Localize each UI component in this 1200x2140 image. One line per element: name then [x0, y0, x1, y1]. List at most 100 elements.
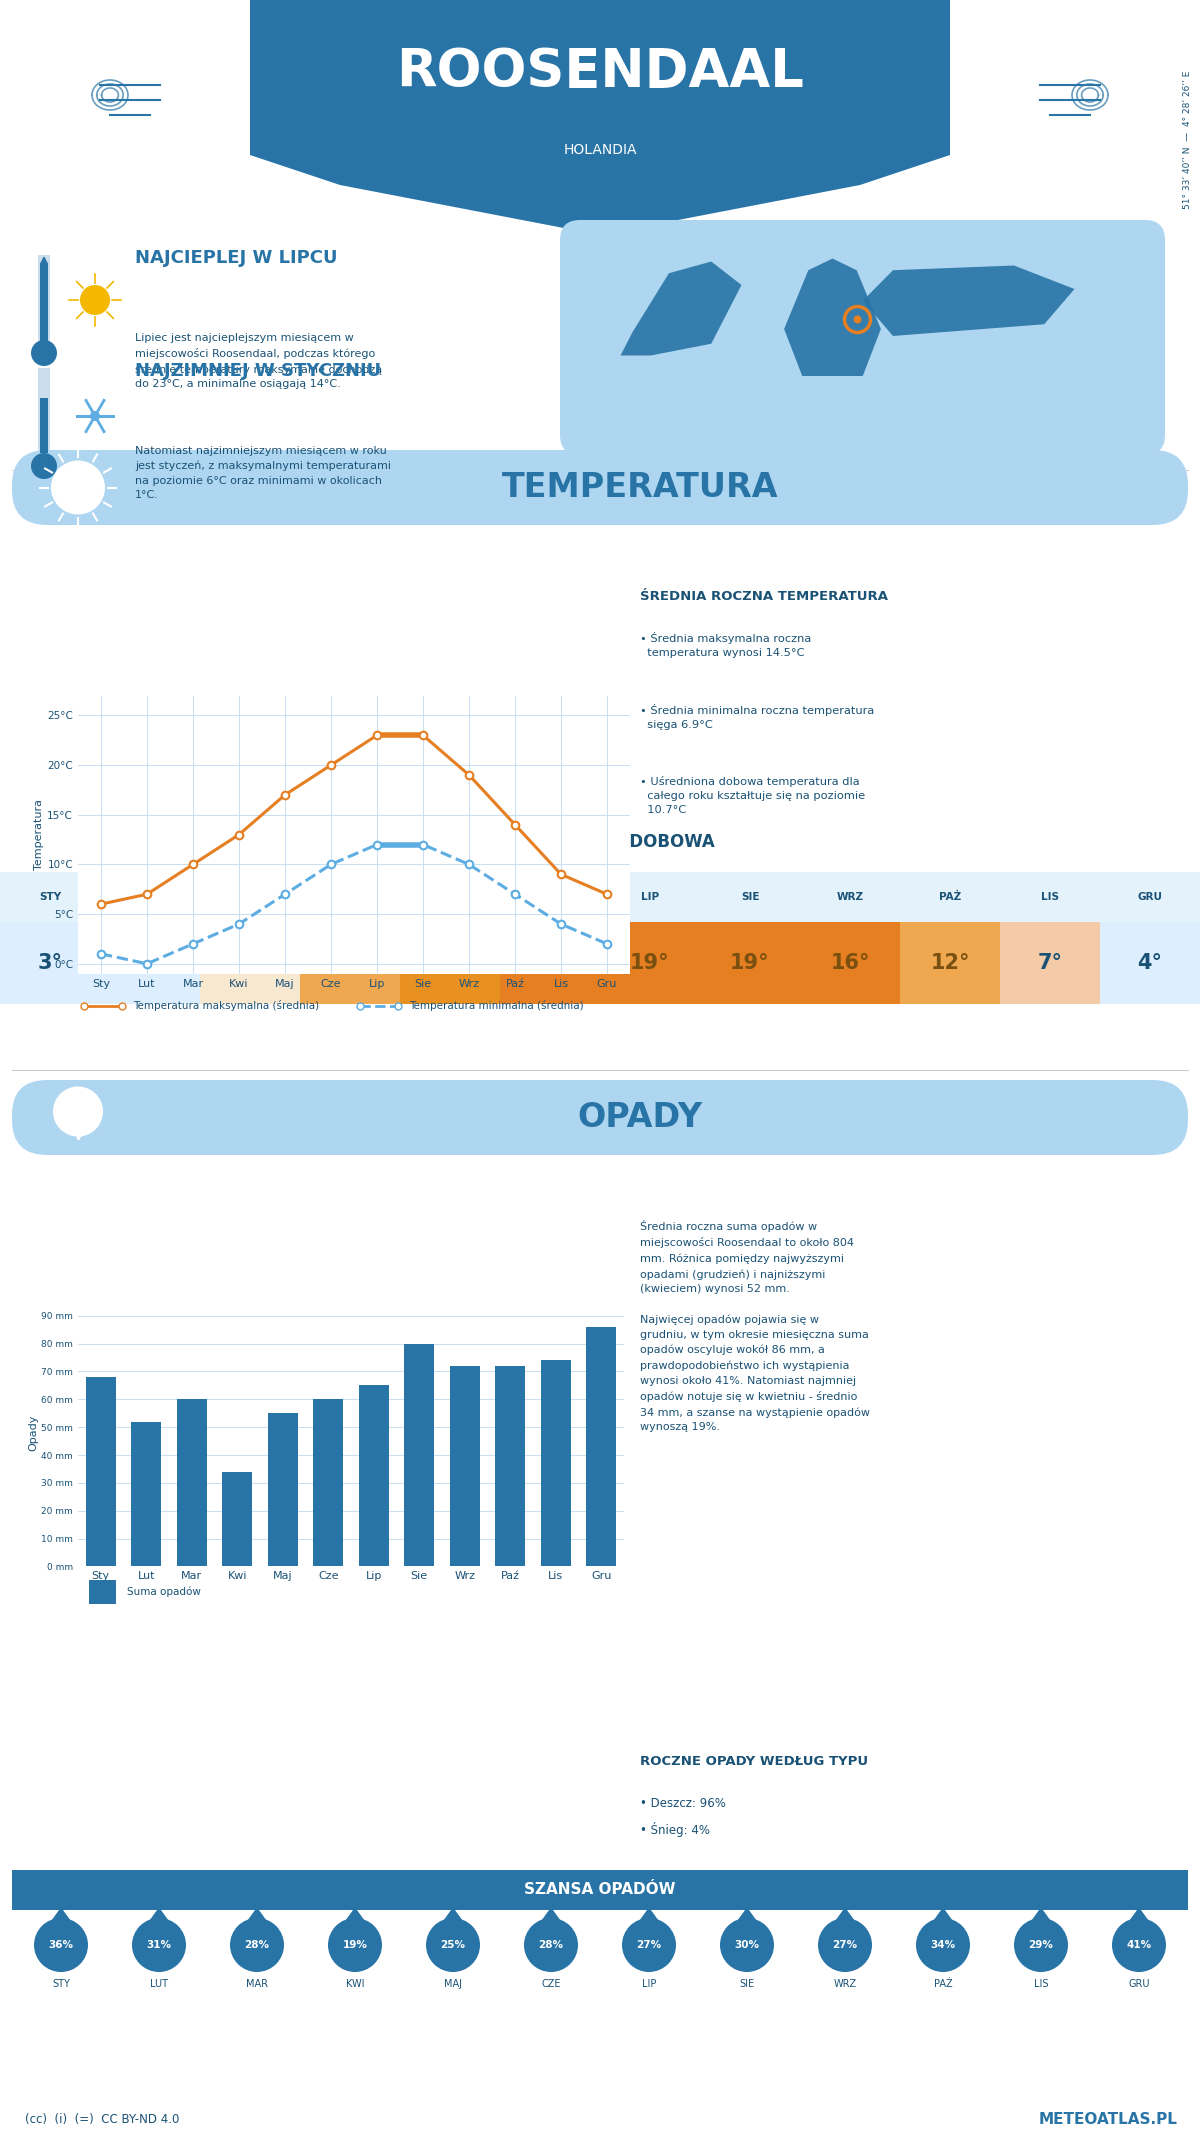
- Text: 16°: 16°: [530, 952, 570, 974]
- Bar: [176, 1400, 206, 1566]
- FancyBboxPatch shape: [12, 449, 1188, 524]
- Text: 13°: 13°: [431, 952, 469, 974]
- Text: 27%: 27%: [636, 1941, 661, 1950]
- Text: WRZ: WRZ: [836, 892, 864, 901]
- Circle shape: [31, 454, 58, 479]
- Text: LUT: LUT: [139, 892, 161, 901]
- Polygon shape: [1112, 1907, 1166, 1945]
- Bar: [1100, 871, 1200, 922]
- Circle shape: [328, 1917, 382, 1971]
- Text: KWI: KWI: [338, 892, 361, 901]
- Text: NAJCIEPLEJ W LIPCU: NAJCIEPLEJ W LIPCU: [134, 248, 337, 268]
- Polygon shape: [863, 265, 1074, 336]
- Bar: [300, 922, 400, 1004]
- Circle shape: [818, 1917, 872, 1971]
- Bar: [1000, 871, 1100, 922]
- Bar: [400, 922, 500, 1004]
- Text: PAŻ: PAŻ: [934, 1980, 953, 1988]
- Polygon shape: [620, 261, 742, 355]
- Polygon shape: [230, 1907, 284, 1945]
- Text: Lipiec jest najcieplejszym miesiącem w
miejscowości Roosendaal, podczas którego
: Lipiec jest najcieplejszym miesiącem w m…: [134, 334, 383, 389]
- Text: 41%: 41%: [1127, 1941, 1152, 1950]
- Polygon shape: [328, 1907, 382, 1945]
- Bar: [0, 922, 100, 1004]
- Text: LUT: LUT: [150, 1980, 168, 1988]
- Circle shape: [132, 1917, 186, 1971]
- Text: 28%: 28%: [539, 1941, 564, 1950]
- Bar: [450, 1365, 480, 1566]
- Polygon shape: [524, 1907, 578, 1945]
- Text: LIS: LIS: [1042, 892, 1060, 901]
- Bar: [86, 1376, 115, 1566]
- Bar: [587, 1327, 616, 1566]
- Circle shape: [54, 1087, 102, 1136]
- Polygon shape: [622, 1907, 676, 1945]
- Text: 3°: 3°: [37, 952, 62, 974]
- Text: 36%: 36%: [48, 1941, 73, 1950]
- Text: • Uśredniona dobowa temperatura dla
  całego roku kształtuje się na poziomie
  1: • Uśredniona dobowa temperatura dla całe…: [640, 777, 865, 815]
- Bar: [222, 1472, 252, 1566]
- Text: LIP: LIP: [641, 892, 659, 901]
- Text: 7°: 7°: [1038, 952, 1062, 974]
- Circle shape: [853, 315, 862, 323]
- Bar: [800, 922, 900, 1004]
- Bar: [900, 871, 1000, 922]
- Text: TEMPERATURA: TEMPERATURA: [502, 471, 779, 505]
- FancyBboxPatch shape: [12, 1081, 1188, 1156]
- Bar: [38, 255, 50, 351]
- Bar: [700, 922, 800, 1004]
- Circle shape: [916, 1917, 970, 1971]
- Text: Natomiast najzimniejszym miesiącem w roku
jest styczeń, z maksymalnymi temperatu: Natomiast najzimniejszym miesiącem w rok…: [134, 445, 391, 501]
- Text: PAŻ: PAŻ: [938, 892, 961, 903]
- Text: 19°: 19°: [630, 952, 670, 974]
- Circle shape: [90, 411, 100, 422]
- Bar: [500, 871, 600, 922]
- Bar: [359, 1385, 389, 1566]
- Text: OPADY: OPADY: [577, 1100, 702, 1134]
- Bar: [268, 1412, 298, 1566]
- Text: TEMPERATURA DOBOWA: TEMPERATURA DOBOWA: [486, 832, 714, 852]
- Bar: [0, 0, 1200, 205]
- Circle shape: [426, 1917, 480, 1971]
- Text: • Średnia minimalna roczna temperatura
  sięga 6.9°C: • Średnia minimalna roczna temperatura s…: [640, 704, 875, 730]
- Bar: [313, 1400, 343, 1566]
- Text: 51° 33’ 40’’ N  —  4° 28’ 26’’ E: 51° 33’ 40’’ N — 4° 28’ 26’’ E: [1183, 71, 1193, 210]
- Bar: [200, 922, 300, 1004]
- Bar: [38, 368, 50, 462]
- Text: Suma opadów: Suma opadów: [127, 1588, 202, 1596]
- Circle shape: [1112, 1917, 1166, 1971]
- Y-axis label: Opady: Opady: [29, 1415, 38, 1451]
- Text: • Deszcz: 96%
• Śnieg: 4%: • Deszcz: 96% • Śnieg: 4%: [640, 1798, 726, 1836]
- Bar: [496, 1365, 526, 1566]
- Polygon shape: [916, 1907, 970, 1945]
- Text: STY: STY: [52, 1980, 70, 1988]
- Text: HOLANDIA: HOLANDIA: [563, 143, 637, 156]
- Text: GRU: GRU: [1138, 892, 1163, 901]
- Circle shape: [80, 285, 110, 315]
- Text: MAJ: MAJ: [439, 892, 461, 901]
- Circle shape: [622, 1917, 676, 1971]
- Text: SIE: SIE: [739, 1980, 755, 1988]
- Text: Temperatura minimalna (średnia): Temperatura minimalna (średnia): [409, 999, 584, 1012]
- Text: 29%: 29%: [1028, 1941, 1054, 1950]
- Bar: [600, 871, 700, 922]
- Text: 30%: 30%: [734, 1941, 760, 1950]
- Polygon shape: [250, 0, 950, 235]
- Text: 25%: 25%: [440, 1941, 466, 1950]
- Bar: [800, 871, 900, 922]
- Circle shape: [230, 1917, 284, 1971]
- Polygon shape: [1014, 1907, 1068, 1945]
- Text: LIS: LIS: [1033, 1980, 1049, 1988]
- Bar: [300, 871, 400, 922]
- Text: 16°: 16°: [830, 952, 870, 974]
- Text: NAJZIMNIEJ W STYCZNIU: NAJZIMNIEJ W STYCZNIU: [134, 362, 382, 381]
- Polygon shape: [132, 1907, 186, 1945]
- Bar: [40, 263, 48, 349]
- Text: MAR: MAR: [246, 1980, 268, 1988]
- Text: (cc)  (i)  (=)  CC BY-ND 4.0: (cc) (i) (=) CC BY-ND 4.0: [25, 2114, 179, 2127]
- Circle shape: [50, 460, 106, 514]
- Text: CZE: CZE: [539, 892, 562, 901]
- Polygon shape: [784, 259, 881, 377]
- Bar: [100, 922, 200, 1004]
- Circle shape: [1014, 1917, 1068, 1971]
